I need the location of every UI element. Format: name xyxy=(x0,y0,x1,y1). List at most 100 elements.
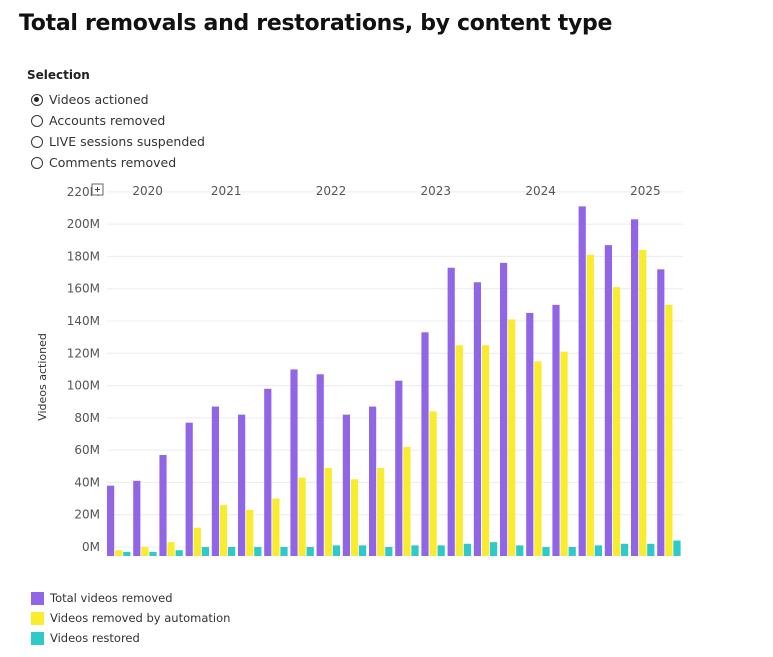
automation-bar xyxy=(403,446,411,556)
total-bar xyxy=(526,312,534,556)
total-bar xyxy=(657,269,665,556)
y-tick-label: 60M xyxy=(74,443,100,457)
y-tick-label: 40M xyxy=(74,475,100,489)
total-bar xyxy=(159,454,167,556)
radio-circle-icon xyxy=(31,156,43,169)
y-tick-label: 20M xyxy=(74,508,100,522)
automation-bar xyxy=(534,361,542,556)
legend-item-total[interactable]: Total videos removed xyxy=(31,588,230,608)
automation-bar xyxy=(115,550,123,556)
automation-bar xyxy=(586,254,594,557)
year-label: 2024 xyxy=(525,184,556,198)
restored-bar xyxy=(280,547,288,556)
radio-label: Accounts removed xyxy=(49,113,166,128)
automation-bar xyxy=(377,467,385,556)
automation-bar xyxy=(219,505,228,556)
year-label: 2021 xyxy=(211,184,242,198)
total-bar xyxy=(185,422,193,556)
radio-accounts-removed[interactable]: Accounts removed xyxy=(31,110,205,131)
restored-bar xyxy=(490,542,498,556)
total-bar xyxy=(447,267,455,556)
automation-bar xyxy=(246,509,254,556)
restored-bar xyxy=(437,545,445,556)
restored-bar xyxy=(411,545,419,556)
y-tick-label: 160M xyxy=(67,282,100,296)
y-tick-label: 120M xyxy=(67,346,100,360)
restored-bar xyxy=(228,547,236,556)
chart-title: Total removals and restorations, by cont… xyxy=(19,11,613,36)
total-bar xyxy=(264,388,272,556)
radio-label: Videos actioned xyxy=(49,92,149,107)
total-bar xyxy=(316,374,324,556)
y-axis-label: Videos actioned xyxy=(36,333,49,421)
selection-label: Selection xyxy=(27,68,90,82)
restored-bar xyxy=(175,550,183,556)
automation-bar xyxy=(665,304,673,556)
legend-swatch xyxy=(31,631,44,645)
total-bar xyxy=(500,262,508,556)
total-bar xyxy=(290,369,298,556)
restored-bar xyxy=(254,547,262,556)
y-tick-label: 180M xyxy=(67,249,100,263)
total-bar xyxy=(369,406,377,556)
radio-videos-actioned[interactable]: Videos actioned xyxy=(31,89,205,110)
automation-bar xyxy=(193,527,201,556)
restored-bar xyxy=(306,547,314,556)
year-label: 2025 xyxy=(630,184,661,198)
restored-bar xyxy=(463,543,471,556)
restored-bar xyxy=(123,551,131,556)
automation-bar xyxy=(481,345,490,556)
restored-bar xyxy=(542,547,550,556)
legend-swatch xyxy=(31,611,44,625)
radio-label: LIVE sessions suspended xyxy=(49,134,205,149)
restored-bar xyxy=(673,540,681,556)
total-bar xyxy=(604,245,612,556)
year-label: 2023 xyxy=(421,184,452,198)
total-bar xyxy=(421,332,429,556)
total-bar xyxy=(211,406,219,556)
automation-bar xyxy=(324,467,332,556)
restored-bar xyxy=(359,545,367,556)
automation-bar xyxy=(508,319,516,556)
restored-bar xyxy=(621,543,629,556)
restored-bar xyxy=(516,545,524,556)
automation-bar xyxy=(455,345,463,556)
radio-circle-icon xyxy=(31,93,43,106)
y-tick-label: 140M xyxy=(67,314,100,328)
total-bar xyxy=(133,480,141,556)
legend-item-restored[interactable]: Videos restored xyxy=(31,628,230,648)
automation-bar xyxy=(429,411,437,556)
automation-bar xyxy=(141,547,149,556)
restored-bar xyxy=(568,547,576,556)
total-bar xyxy=(578,206,586,556)
radio-live-sessions-suspended[interactable]: LIVE sessions suspended xyxy=(31,131,205,152)
restored-bar xyxy=(201,547,209,556)
restored-bar xyxy=(594,545,602,556)
total-bar xyxy=(552,304,560,556)
total-bar xyxy=(342,414,350,556)
radio-circle-icon xyxy=(31,135,43,148)
selection-radio-group: Videos actioned Accounts removed LIVE se… xyxy=(31,89,205,173)
automation-bar xyxy=(639,249,647,556)
year-label: 2022 xyxy=(316,184,347,198)
automation-bar xyxy=(272,498,280,556)
chart-legend: Total videos removed Videos removed by a… xyxy=(31,588,230,648)
total-bar xyxy=(238,414,246,556)
year-label: 2020 xyxy=(132,184,163,198)
radio-circle-icon xyxy=(31,114,43,127)
automation-bar xyxy=(560,351,568,556)
legend-label: Videos removed by automation xyxy=(50,611,231,625)
radio-comments-removed[interactable]: Comments removed xyxy=(31,152,205,173)
automation-bar xyxy=(612,287,621,556)
radio-label: Comments removed xyxy=(49,155,177,170)
y-tick-label: 100M xyxy=(67,379,100,393)
legend-label: Total videos removed xyxy=(50,591,173,605)
total-bar xyxy=(107,485,115,556)
automation-bar xyxy=(350,479,359,556)
y-tick-label: 200M xyxy=(67,217,100,231)
total-bar xyxy=(631,219,639,557)
legend-item-automation[interactable]: Videos removed by automation xyxy=(31,608,230,628)
legend-swatch xyxy=(31,591,44,605)
restored-bar xyxy=(385,547,393,556)
